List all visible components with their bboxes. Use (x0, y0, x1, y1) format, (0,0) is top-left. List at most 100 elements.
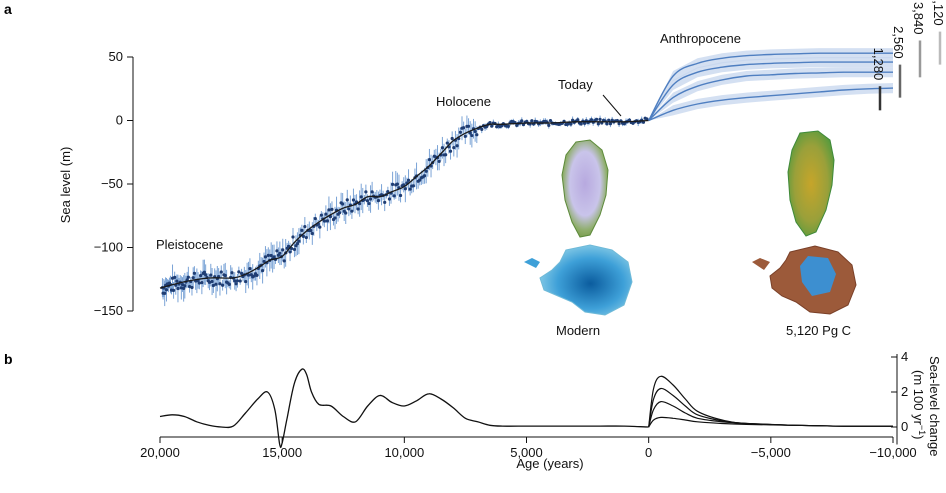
annotation-pleistocene: Pleistocene (156, 237, 223, 252)
data-point (300, 228, 304, 232)
antarctica-modern-map (524, 244, 633, 316)
data-point (278, 251, 282, 255)
data-point (207, 280, 212, 284)
greenland-modern-map (561, 139, 609, 238)
panel-b-ylabel-line2: (m 100 yr−1) (911, 370, 927, 440)
annotation-anthropocene: Anthropocene (660, 31, 741, 46)
data-point (458, 130, 462, 134)
data-point (227, 282, 231, 286)
data-point (309, 228, 313, 233)
data-point (422, 174, 427, 178)
data-point (292, 247, 297, 252)
data-point (163, 291, 167, 295)
panel-a-scenario-bands (648, 48, 893, 121)
data-point (234, 282, 238, 286)
data-point (448, 149, 453, 153)
data-point (182, 286, 186, 290)
panel-a-ylabel: Sea level (m) (58, 147, 73, 224)
scenario-band-5120 (648, 48, 893, 121)
y-tick-label: −150 (94, 303, 123, 318)
data-point (424, 169, 428, 173)
data-point (368, 197, 373, 201)
panel-b-xlabel: Age (years) (516, 456, 583, 471)
data-point (327, 208, 331, 212)
data-point (356, 207, 360, 211)
data-point (392, 194, 396, 198)
data-point (341, 202, 345, 206)
data-point (462, 126, 466, 130)
data-point (398, 193, 403, 198)
data-point (452, 146, 456, 150)
data-point (176, 286, 180, 291)
panel-a-y-axis: 50 0 −50 −100 −150 (94, 49, 134, 318)
rate-scenario-1280 (648, 416, 894, 428)
data-point (427, 157, 432, 162)
data-point (281, 248, 285, 252)
data-point (608, 122, 613, 126)
y-tick-label: −100 (94, 240, 123, 255)
data-point (183, 284, 187, 288)
data-point (192, 271, 197, 275)
data-point (569, 122, 573, 126)
data-point (589, 118, 594, 122)
data-point (291, 235, 295, 239)
data-point (235, 279, 240, 283)
data-point (288, 250, 292, 254)
scenario-label-3840: 3,840 (911, 2, 926, 35)
data-point (223, 273, 227, 278)
data-point (548, 118, 553, 123)
data-point (197, 281, 201, 285)
data-point (175, 279, 179, 283)
today-pointer-line (602, 94, 622, 117)
data-point (645, 117, 649, 121)
data-point (370, 190, 374, 194)
x-tick-label: 0 (645, 445, 652, 460)
data-point (391, 182, 395, 186)
panel-a-scenario-bars: 1,280 2,560 3,840 5,120 (871, 0, 946, 111)
data-point (576, 118, 580, 122)
data-point (252, 274, 256, 278)
panel-label-a: a (4, 1, 12, 17)
data-point (200, 280, 204, 285)
y-tick-label: 0 (901, 419, 908, 434)
panel-b-axes: 20,000 15,000 10,000 5,000 0 −5,000 −10,000 4 2 0 (140, 349, 917, 460)
map-label-future: 5,120 Pg C (786, 323, 851, 338)
data-point (209, 273, 213, 277)
data-point (347, 207, 351, 211)
data-point (411, 184, 415, 188)
data-point (204, 273, 208, 277)
data-point (330, 207, 334, 211)
data-point (595, 117, 599, 121)
data-point (617, 122, 621, 126)
data-point (444, 153, 448, 157)
scenario-line-5120 (648, 52, 893, 121)
data-point (325, 219, 329, 223)
data-point (173, 275, 177, 279)
data-point (319, 213, 323, 217)
data-point (547, 123, 551, 127)
greenland-future-map (787, 130, 835, 237)
data-point (490, 124, 494, 128)
data-point (260, 268, 265, 273)
data-point (248, 266, 252, 271)
data-point (596, 122, 600, 126)
data-point (191, 276, 195, 280)
y-tick-label: 4 (901, 349, 908, 364)
data-point (244, 279, 248, 284)
scenario-band-1280 (648, 83, 893, 121)
panel-b-ylabel-line1: Sea-level change (927, 356, 942, 456)
annotation-today: Today (558, 77, 593, 92)
data-point (304, 235, 308, 240)
data-point (445, 141, 449, 145)
data-point (480, 127, 484, 131)
data-point (406, 178, 411, 182)
data-point (218, 282, 222, 286)
data-point (262, 259, 266, 264)
data-point (387, 197, 392, 201)
data-point (598, 117, 602, 121)
data-point (408, 187, 412, 191)
data-point (313, 216, 317, 221)
data-point (364, 190, 368, 194)
data-point (210, 279, 214, 284)
panel-b-lines (159, 368, 894, 449)
